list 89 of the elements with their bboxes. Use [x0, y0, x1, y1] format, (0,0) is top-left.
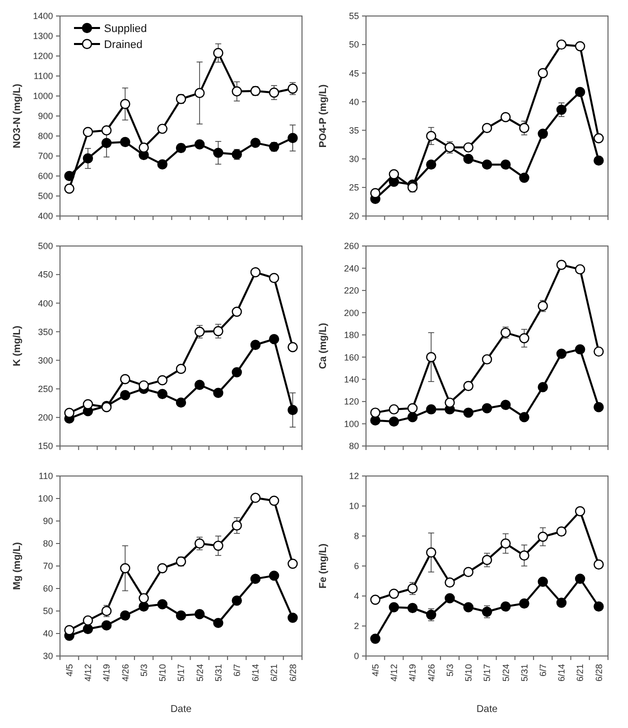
x-tick-label: 6/28	[288, 664, 298, 682]
y-tick-label: 250	[38, 384, 53, 394]
x-tick-label: 6/7	[232, 664, 242, 677]
y-tick-label: 0	[354, 651, 359, 662]
y-tick-label: 50	[42, 606, 53, 616]
y-tick-label: 400	[38, 211, 53, 222]
x-tick-label: 5/10	[158, 664, 168, 682]
y-tick-label: 110	[38, 471, 53, 482]
x-tick-label: 5/24	[500, 664, 511, 682]
y-tick-label: 1000	[32, 91, 53, 102]
y-tick-label: 60	[42, 584, 53, 594]
y-tick-label: 500	[38, 241, 53, 252]
y-tick-label: 1300	[32, 31, 53, 42]
y-tick-label: 150	[38, 441, 53, 452]
y-tick-label: 120	[344, 396, 359, 407]
y-axis-title: Fe (mg/L)	[318, 544, 329, 588]
y-tick-label: 30	[348, 154, 359, 164]
y-tick-label: 500	[38, 191, 53, 202]
y-tick-label: 900	[38, 111, 53, 122]
x-tick-label: 6/28	[594, 664, 604, 682]
y-tick-label: 45	[348, 68, 359, 78]
y-tick-label: 1400	[32, 11, 53, 22]
x-tick-label: 5/31	[519, 664, 530, 682]
y-tick-label: 180	[344, 330, 359, 340]
x-tick-label: 5/3	[444, 664, 455, 677]
x-tick-label: 4/5	[64, 664, 74, 677]
y-axis-title: K (mg/L)	[12, 326, 23, 366]
y-tick-label: 600	[38, 171, 53, 182]
x-tick-label: 4/19	[102, 664, 112, 682]
y-tick-label: 400	[38, 298, 53, 308]
x-tick-label: 5/24	[194, 664, 205, 682]
y-tick-label: 35	[348, 125, 359, 136]
x-tick-label: 5/17	[176, 664, 186, 682]
legend-label: Supplied	[104, 22, 147, 35]
x-tick-label: 4/26	[426, 664, 436, 682]
y-axis-title: Mg (mg/L)	[12, 542, 23, 590]
x-tick-label: 4/26	[120, 664, 130, 682]
y-tick-label: 450	[38, 270, 53, 280]
y-tick-label: 6	[354, 561, 359, 572]
y-tick-label: 350	[38, 326, 53, 337]
x-tick-label: 5/31	[213, 664, 224, 682]
y-tick-label: 140	[344, 374, 359, 384]
x-tick-label: 5/17	[482, 664, 492, 682]
y-tick-label: 10	[348, 501, 359, 512]
legend-label: Drained	[104, 38, 143, 51]
y-axis-title: NO3-N (mg/L)	[12, 84, 23, 148]
x-tick-label: 4/12	[389, 664, 400, 682]
y-tick-label: 700	[38, 151, 53, 162]
x-tick-label: 6/21	[575, 664, 586, 682]
x-tick-label: 5/3	[138, 664, 149, 677]
y-tick-label: 4	[354, 591, 359, 602]
y-tick-label: 240	[344, 263, 359, 274]
x-axis-title: Date	[170, 704, 192, 715]
x-tick-label: 6/14	[250, 664, 261, 682]
y-tick-label: 70	[42, 561, 53, 572]
x-tick-label: 6/14	[556, 664, 567, 682]
y-tick-label: 200	[38, 412, 53, 423]
y-tick-label: 160	[344, 352, 359, 362]
y-axis-title: Ca (mg/L)	[318, 322, 329, 370]
y-tick-label: 40	[42, 628, 53, 639]
y-tick-label: 50	[348, 40, 359, 50]
y-tick-label: 8	[354, 531, 359, 542]
y-tick-label: 300	[38, 355, 53, 366]
x-tick-label: 4/5	[370, 664, 380, 677]
y-tick-label: 2	[354, 621, 359, 632]
y-tick-label: 90	[42, 516, 53, 526]
x-axis-title: Date	[476, 704, 498, 715]
y-tick-label: 260	[344, 241, 359, 252]
x-tick-label: 4/19	[408, 664, 418, 682]
y-tick-label: 25	[348, 182, 359, 193]
x-tick-label: 6/7	[538, 664, 548, 677]
y-tick-label: 55	[348, 11, 359, 22]
y-tick-label: 100	[38, 494, 53, 504]
y-tick-label: 40	[348, 96, 359, 107]
y-tick-label: 80	[348, 441, 359, 452]
y-tick-label: 20	[348, 211, 359, 222]
y-tick-label: 800	[38, 131, 53, 142]
x-tick-label: 5/10	[464, 664, 474, 682]
y-tick-label: 220	[344, 286, 359, 296]
y-axis-title: PO4-P (mg/L)	[318, 84, 329, 148]
y-tick-label: 100	[344, 418, 359, 429]
y-tick-label: 80	[42, 538, 53, 549]
x-tick-label: 6/21	[269, 664, 280, 682]
x-tick-label: 4/12	[83, 664, 94, 682]
y-tick-label: 12	[348, 471, 359, 482]
y-tick-label: 1100	[34, 71, 53, 82]
y-tick-label: 30	[42, 651, 53, 662]
y-tick-label: 200	[344, 308, 359, 318]
y-tick-label: 1200	[32, 51, 53, 62]
